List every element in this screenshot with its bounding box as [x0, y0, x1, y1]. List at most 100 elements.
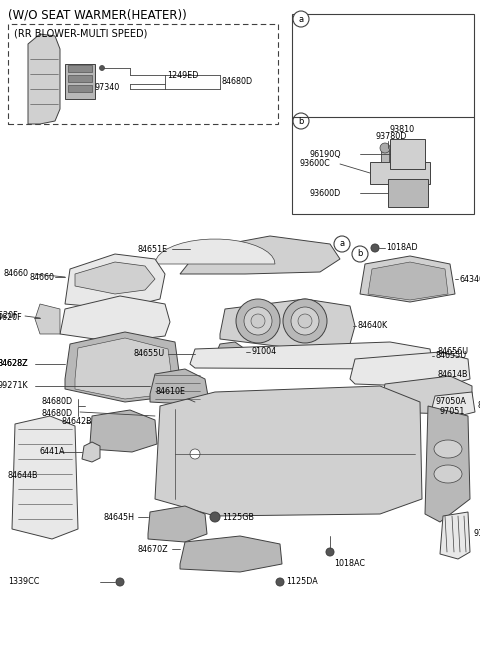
- Text: 84620F: 84620F: [0, 311, 18, 321]
- Polygon shape: [368, 262, 448, 300]
- Polygon shape: [190, 342, 432, 369]
- Text: (W/O SEAT WARMER(HEATER)): (W/O SEAT WARMER(HEATER)): [8, 9, 187, 22]
- Text: 97050A: 97050A: [435, 397, 466, 406]
- Text: 84660: 84660: [30, 272, 55, 282]
- Text: b: b: [357, 250, 363, 258]
- Text: 84642B: 84642B: [62, 418, 93, 426]
- Ellipse shape: [434, 440, 462, 458]
- Circle shape: [380, 143, 390, 153]
- Text: 97051: 97051: [440, 407, 466, 416]
- Text: a: a: [299, 15, 303, 23]
- Polygon shape: [180, 536, 282, 572]
- Polygon shape: [220, 299, 355, 349]
- Text: 84651E: 84651E: [138, 244, 168, 254]
- Text: 96190Q: 96190Q: [310, 149, 342, 159]
- Circle shape: [276, 578, 284, 586]
- Text: 1125GB: 1125GB: [222, 513, 254, 521]
- Text: 84614B: 84614B: [438, 370, 468, 379]
- Polygon shape: [75, 262, 155, 294]
- Text: 93780D: 93780D: [375, 132, 407, 141]
- Bar: [68, 65, 92, 72]
- Bar: [292, 14, 474, 214]
- Text: 1018AD: 1018AD: [386, 244, 418, 252]
- Text: 84655U: 84655U: [134, 349, 165, 359]
- Polygon shape: [60, 296, 170, 342]
- Circle shape: [251, 314, 265, 328]
- Text: (RR BLOWER-MULTI SPEED): (RR BLOWER-MULTI SPEED): [14, 29, 147, 39]
- Circle shape: [326, 548, 334, 556]
- Circle shape: [293, 11, 309, 27]
- Circle shape: [400, 143, 410, 153]
- Text: 84628Z: 84628Z: [0, 359, 28, 369]
- Circle shape: [210, 512, 220, 522]
- Text: 84640K: 84640K: [358, 321, 388, 331]
- Polygon shape: [65, 332, 180, 402]
- Text: 93600D: 93600D: [310, 189, 341, 197]
- Text: 93810: 93810: [390, 125, 415, 134]
- Polygon shape: [90, 410, 157, 452]
- Bar: [390, 139, 425, 169]
- Polygon shape: [425, 406, 470, 522]
- Polygon shape: [148, 506, 207, 542]
- Polygon shape: [360, 256, 455, 302]
- Polygon shape: [380, 376, 472, 414]
- Bar: [8, 24, 278, 124]
- Polygon shape: [65, 254, 165, 309]
- Text: 84620F: 84620F: [0, 313, 22, 323]
- Polygon shape: [180, 236, 340, 274]
- Text: 84655U: 84655U: [435, 351, 466, 361]
- Text: 93600C: 93600C: [300, 159, 331, 169]
- Circle shape: [352, 246, 368, 262]
- Circle shape: [298, 314, 312, 328]
- Circle shape: [116, 578, 124, 586]
- Text: 1339CC: 1339CC: [8, 578, 39, 586]
- Bar: [388, 179, 428, 207]
- Text: 84670Z: 84670Z: [137, 544, 168, 554]
- Text: a: a: [339, 240, 345, 248]
- Polygon shape: [82, 442, 100, 462]
- Text: 91393: 91393: [473, 529, 480, 539]
- Circle shape: [99, 66, 105, 70]
- Text: 91004: 91004: [252, 347, 277, 357]
- Bar: [381, 148, 389, 162]
- Text: 6441A: 6441A: [40, 448, 65, 457]
- Polygon shape: [155, 386, 422, 516]
- Text: 1018AC: 1018AC: [334, 560, 365, 568]
- Circle shape: [334, 236, 350, 252]
- Circle shape: [293, 113, 309, 129]
- Text: 84680D: 84680D: [42, 409, 73, 418]
- Text: 84680D: 84680D: [42, 397, 73, 406]
- Circle shape: [283, 299, 327, 343]
- Ellipse shape: [434, 465, 462, 483]
- Polygon shape: [75, 338, 172, 399]
- Text: 1249ED: 1249ED: [167, 70, 198, 80]
- Polygon shape: [440, 512, 470, 559]
- Polygon shape: [28, 34, 60, 124]
- Text: 84615B: 84615B: [477, 402, 480, 410]
- Circle shape: [236, 299, 280, 343]
- Polygon shape: [350, 352, 470, 387]
- Bar: [401, 148, 409, 162]
- Text: 64340Z: 64340Z: [460, 274, 480, 284]
- Circle shape: [244, 307, 272, 335]
- Text: b: b: [298, 116, 304, 125]
- Text: 84645H: 84645H: [104, 513, 135, 521]
- Text: 84644B: 84644B: [8, 471, 38, 481]
- Polygon shape: [215, 342, 245, 361]
- Bar: [68, 75, 92, 82]
- Polygon shape: [12, 416, 78, 539]
- Circle shape: [371, 244, 379, 252]
- Text: 84628Z: 84628Z: [0, 359, 28, 369]
- Polygon shape: [155, 239, 275, 264]
- Text: 99271K: 99271K: [0, 382, 28, 390]
- Text: 1125DA: 1125DA: [286, 578, 318, 586]
- Circle shape: [190, 449, 200, 459]
- Polygon shape: [65, 64, 95, 99]
- Text: 84656U: 84656U: [438, 347, 469, 356]
- Text: 84610E: 84610E: [155, 387, 185, 396]
- Bar: [370, 162, 430, 184]
- Circle shape: [291, 307, 319, 335]
- Text: 84680D: 84680D: [222, 78, 253, 86]
- Bar: [68, 85, 92, 92]
- Polygon shape: [150, 369, 208, 404]
